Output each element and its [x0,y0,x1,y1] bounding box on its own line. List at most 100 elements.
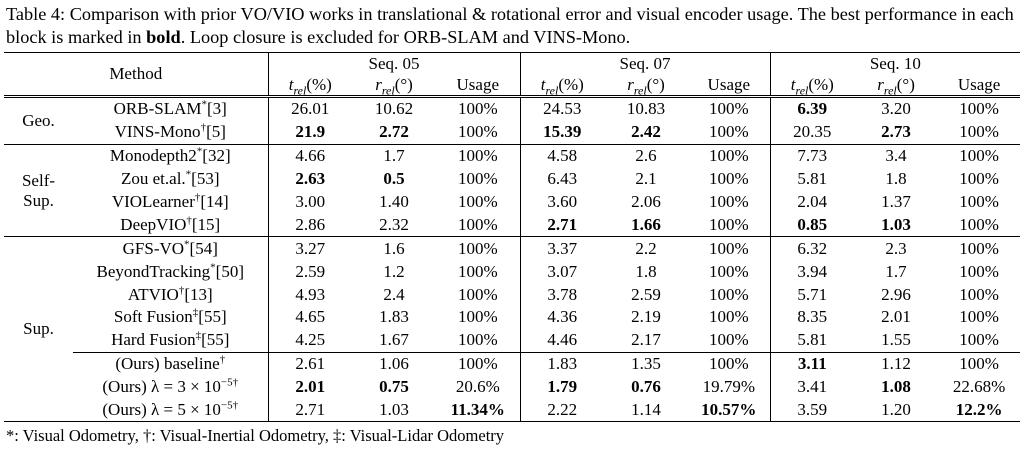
value-cell: 0.76 [631,377,661,397]
method-name: Soft Fusion [113,307,193,327]
table-row: ATVIO†[13] 4.93 2.4 100% 3.78 2.59 100% 5.71 2.9… [4,283,1020,307]
method-mark: † [232,376,239,389]
value-cell: 15.39 [543,122,582,142]
value-cell: 2.96 [881,284,911,304]
value-cell: 100% [688,143,771,168]
value-cell: 100% [436,213,521,237]
method-ref: [5] [206,122,226,142]
method-cell: Monodepth2*[32] [73,143,269,168]
value-cell: 2.71 [295,400,326,420]
metric-subscript: rel [293,82,307,97]
method-ref: [50] [215,261,244,281]
value-cell: 2.59 [631,284,661,304]
caption-bold: bold [146,27,181,47]
value-cell: 0.75 [379,377,409,397]
value-cell: 5.81 [797,330,828,350]
column-header: rrel(°) [352,74,437,98]
value-cell: 2.32 [379,214,409,234]
value-cell: 2.01 [881,307,911,327]
metric-symbol: r [627,74,634,94]
method-ref: [55] [201,330,230,350]
value-cell: 0.5 [383,169,405,189]
value-cell: 2.01 [295,377,326,397]
method-name: Zou et.al. [121,169,186,189]
value-cell: 100% [688,328,771,353]
value-cell: 1.8 [635,261,657,281]
method-ref: [55] [198,307,227,327]
column-header: trel(%) [268,74,353,98]
value-cell: 4.65 [295,307,326,327]
metric-symbol: t [540,74,546,94]
method-cell: Soft Fusion‡[55] [73,306,269,329]
method-name: DeepVIO [120,214,187,234]
method-name: GFS-VO [122,238,185,258]
value-cell: 3.07 [547,261,578,281]
value-cell: 100% [688,260,771,284]
method-ref: [3] [207,99,227,119]
value-cell: 1.6 [352,236,437,261]
value-cell: 100% [688,236,771,261]
column-header: Usage [688,74,771,98]
value-cell: 100% [938,351,1021,376]
sequence-header: Seq. 05 [268,52,521,74]
column-header: Usage [938,74,1021,98]
header-row: Method Seq. 05 Seq. 07 Seq. 10 [4,52,1020,98]
value-cell: 3.4 [854,143,939,168]
value-cell: 2.19 [631,307,661,327]
value-cell: 1.66 [631,214,661,234]
metric-symbol: t [288,74,294,94]
value-cell: 1.7 [885,261,907,281]
value-cell: 21.9 [295,122,326,142]
value-cell: 5.81 [797,169,828,189]
value-cell: 100% [436,351,521,376]
value-cell: 1.37 [881,192,911,211]
value-cell: 2.6 [604,143,689,168]
method-exponent: −5 [220,399,233,412]
value-cell: 1.40 [379,192,409,211]
value-cell: 2.61 [268,351,353,376]
column-name: Usage [957,74,1001,94]
value-cell: 1.06 [352,351,437,376]
table-row: Hard Fusion‡[55] 4.25 1.67 100% 4.46 2.17 100%… [4,328,1020,353]
value-cell: 100% [959,214,999,234]
method-mark: * [185,168,192,181]
value-cell: 100% [688,167,771,191]
value-cell: 1.08 [881,377,911,397]
value-cell: 2.22 [547,400,578,420]
sequence-header: Seq. 10 [869,53,921,73]
caption-rest: . Loop closure is excluded for ORB-SLAM … [180,27,631,47]
value-cell: 100% [959,99,999,119]
value-cell: 100% [688,190,771,214]
method-cell: GFS-VO*[54] [73,236,269,261]
value-cell: 2.04 [797,192,828,211]
value-cell: 11.34% [436,398,521,422]
metric-unit: (°) [394,74,413,94]
method-ref: [14] [200,192,229,211]
value-cell: 10.57% [688,398,771,422]
method-cell: ATVIO†[13] [73,283,269,307]
value-cell: 1.03 [379,400,409,420]
group-label-line: Sup. [23,190,54,210]
value-cell: 2.73 [881,122,911,142]
value-cell: 100% [959,169,999,189]
value-cell: 20.35 [793,122,832,142]
table-row: Self- Sup. Monodepth2*[32] 4.66 1.7 100% 4.58 2… [4,143,1021,237]
value-cell: 100% [436,236,521,261]
caption-text: Comparison with prior VO/VIO works in tr… [6,4,1014,47]
metric-symbol: r [375,74,382,94]
metric-unit: (%) [808,74,834,94]
metric-subscript: rel [633,82,647,97]
header-row: trel(%) rrel(°) Usage trel(%) rrel(°) Usage tr… [4,74,1021,98]
column-name: Usage [707,74,751,94]
value-cell: 100% [436,190,521,214]
method-mark: * [196,145,203,158]
caption: Table 4: Comparison with prior VO/VIO wo… [6,3,1018,49]
value-cell: 1.12 [854,351,939,376]
method-cell: (Ours) λ = 5 × 10−5† [73,398,269,422]
value-cell: 2.59 [295,261,326,281]
column-header: rrel(°) [604,74,689,98]
method-name: Hard Fusion [111,330,196,350]
value-cell: 100% [688,351,771,376]
value-cell: 1.83 [379,307,409,327]
